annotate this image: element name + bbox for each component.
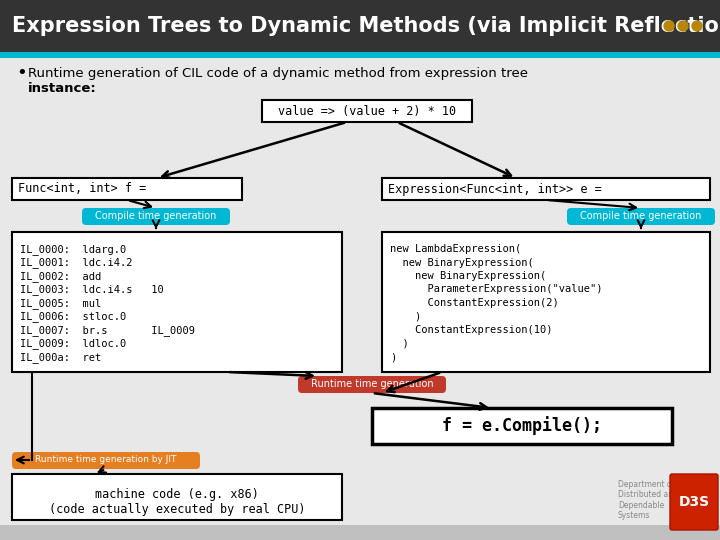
Text: ParameterExpression("value"): ParameterExpression("value") bbox=[390, 285, 603, 294]
Text: Func<int, int> f =: Func<int, int> f = bbox=[18, 183, 146, 195]
Text: new BinaryExpression(: new BinaryExpression( bbox=[390, 271, 546, 281]
Text: new LambdaExpression(: new LambdaExpression( bbox=[390, 244, 521, 254]
Text: Runtime generation of CIL code of a dynamic method from expression tree: Runtime generation of CIL code of a dyna… bbox=[28, 66, 528, 79]
Text: Expression Trees to Dynamic Methods (via Implicit Reflection.Emit): Expression Trees to Dynamic Methods (via… bbox=[12, 16, 720, 36]
Text: (code actually executed by real CPU): (code actually executed by real CPU) bbox=[49, 503, 305, 516]
Text: IL_0002:  add: IL_0002: add bbox=[20, 271, 102, 282]
Text: machine code (e.g. x86): machine code (e.g. x86) bbox=[95, 488, 259, 501]
Circle shape bbox=[678, 21, 688, 31]
Text: IL_0003:  ldc.i4.s   10: IL_0003: ldc.i4.s 10 bbox=[20, 285, 163, 295]
Text: ConstantExpression(10): ConstantExpression(10) bbox=[390, 325, 552, 335]
Text: IL_000a:  ret: IL_000a: ret bbox=[20, 352, 102, 363]
Text: D3S: D3S bbox=[678, 495, 710, 509]
Circle shape bbox=[692, 21, 702, 31]
Text: new BinaryExpression(: new BinaryExpression( bbox=[390, 258, 534, 267]
FancyBboxPatch shape bbox=[0, 525, 720, 540]
Text: IL_0001:  ldc.i4.2: IL_0001: ldc.i4.2 bbox=[20, 258, 132, 268]
FancyBboxPatch shape bbox=[0, 0, 720, 52]
Text: IL_0009:  ldloc.0: IL_0009: ldloc.0 bbox=[20, 339, 126, 349]
Circle shape bbox=[664, 21, 674, 31]
FancyBboxPatch shape bbox=[12, 178, 242, 200]
Text: value => (value + 2) * 10: value => (value + 2) * 10 bbox=[278, 105, 456, 118]
Text: IL_0000:  ldarg.0: IL_0000: ldarg.0 bbox=[20, 244, 126, 255]
FancyBboxPatch shape bbox=[262, 100, 472, 122]
Text: Department of
Distributed and
Dependable
Systems: Department of Distributed and Dependable… bbox=[618, 480, 678, 520]
FancyBboxPatch shape bbox=[382, 178, 710, 200]
FancyBboxPatch shape bbox=[12, 232, 342, 372]
FancyBboxPatch shape bbox=[0, 52, 720, 58]
FancyBboxPatch shape bbox=[12, 452, 200, 469]
Text: ): ) bbox=[390, 339, 409, 348]
Text: Compile time generation: Compile time generation bbox=[580, 211, 702, 221]
Text: ): ) bbox=[390, 352, 396, 362]
Text: instance:: instance: bbox=[28, 83, 96, 96]
FancyBboxPatch shape bbox=[382, 232, 710, 372]
Text: Compile time generation: Compile time generation bbox=[95, 211, 217, 221]
FancyBboxPatch shape bbox=[12, 474, 342, 520]
Text: ConstantExpression(2): ConstantExpression(2) bbox=[390, 298, 559, 308]
Text: f = e.Compile();: f = e.Compile(); bbox=[442, 416, 602, 435]
FancyBboxPatch shape bbox=[567, 208, 715, 225]
Text: Runtime time generation by JIT: Runtime time generation by JIT bbox=[35, 456, 176, 464]
Text: Runtime time generation: Runtime time generation bbox=[311, 379, 433, 389]
Text: ): ) bbox=[390, 312, 421, 321]
FancyBboxPatch shape bbox=[670, 474, 718, 530]
FancyBboxPatch shape bbox=[82, 208, 230, 225]
Text: •: • bbox=[16, 64, 27, 82]
Text: IL_0007:  br.s       IL_0009: IL_0007: br.s IL_0009 bbox=[20, 325, 195, 336]
FancyBboxPatch shape bbox=[298, 376, 446, 393]
Text: IL_0005:  mul: IL_0005: mul bbox=[20, 298, 102, 309]
Text: IL_0006:  stloc.0: IL_0006: stloc.0 bbox=[20, 312, 126, 322]
Text: Expression<Func<int, int>> e =: Expression<Func<int, int>> e = bbox=[388, 183, 602, 195]
FancyBboxPatch shape bbox=[372, 408, 672, 444]
